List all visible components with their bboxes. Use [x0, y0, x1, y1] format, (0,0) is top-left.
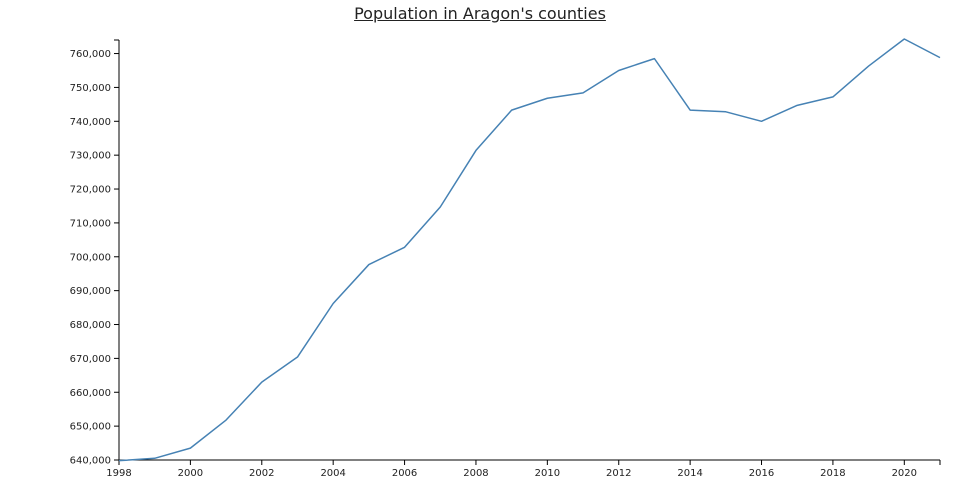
- y-tick-label: 730,000: [70, 151, 111, 162]
- x-tick-label: 2014: [677, 468, 702, 479]
- x-tick-label: 2002: [249, 468, 274, 479]
- y-tick-label: 690,000: [70, 286, 111, 297]
- x-tick-label: 2000: [178, 468, 203, 479]
- series-line: [118, 38, 941, 462]
- y-tick-label: 660,000: [70, 388, 111, 399]
- y-tick-label: 670,000: [70, 354, 111, 365]
- y-tick-label: 650,000: [70, 422, 111, 433]
- x-tick-label: 2020: [892, 468, 917, 479]
- y-tick-label: 740,000: [70, 117, 111, 128]
- x-tick-label: 1998: [106, 468, 131, 479]
- y-tick-label: 720,000: [70, 185, 111, 196]
- y-tick-label: 710,000: [70, 218, 111, 229]
- y-tick-label: 700,000: [70, 252, 111, 263]
- series-layer: [118, 38, 941, 462]
- x-axis: 1998 2000 2002 2004 2006 2008 2010 2012 2014 2016…: [106, 459, 941, 479]
- y-tick-label: 750,000: [70, 83, 111, 94]
- x-tick-label: 2016: [749, 468, 774, 479]
- x-tick-label: 2008: [463, 468, 488, 479]
- y-tick-label: 680,000: [70, 320, 111, 331]
- x-tick-label: 2012: [606, 468, 631, 479]
- x-tick-label: 2010: [535, 468, 560, 479]
- chart-title[interactable]: Population in Aragon's counties: [354, 4, 606, 23]
- x-tick-label: 2004: [320, 468, 345, 479]
- y-tick-label: 760,000: [70, 49, 111, 60]
- x-tick-label: 2018: [820, 468, 845, 479]
- y-tick-label: 640,000: [70, 456, 111, 467]
- y-axis: 640,000 650,000 660,000 670,000 680,000 690,0…: [70, 39, 120, 467]
- x-tick-label: 2006: [392, 468, 417, 479]
